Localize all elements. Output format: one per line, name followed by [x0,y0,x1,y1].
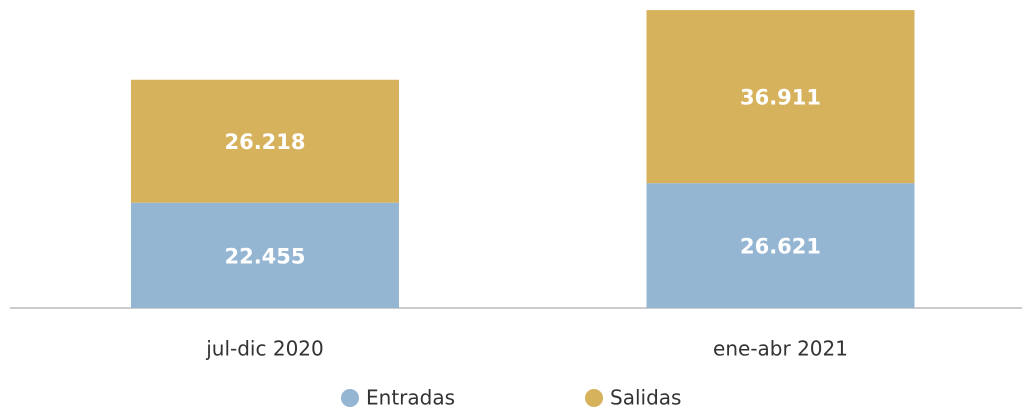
bar-segment [646,10,915,184]
legend-swatch [585,389,603,407]
legend-swatch [341,389,359,407]
legend-label: Salidas [610,386,681,410]
bar-segment [131,79,399,203]
legend-label: Entradas [366,386,455,410]
data-label: 26.621 [740,235,821,259]
x-tick-label: jul-dic 2020 [205,337,324,361]
data-label: 26.218 [224,130,305,154]
data-label: 22.455 [224,244,305,268]
bar-segment [131,202,399,308]
bar-segment [646,183,915,308]
data-label: 36.911 [740,86,821,110]
x-tick-label: ene-abr 2021 [713,337,848,361]
